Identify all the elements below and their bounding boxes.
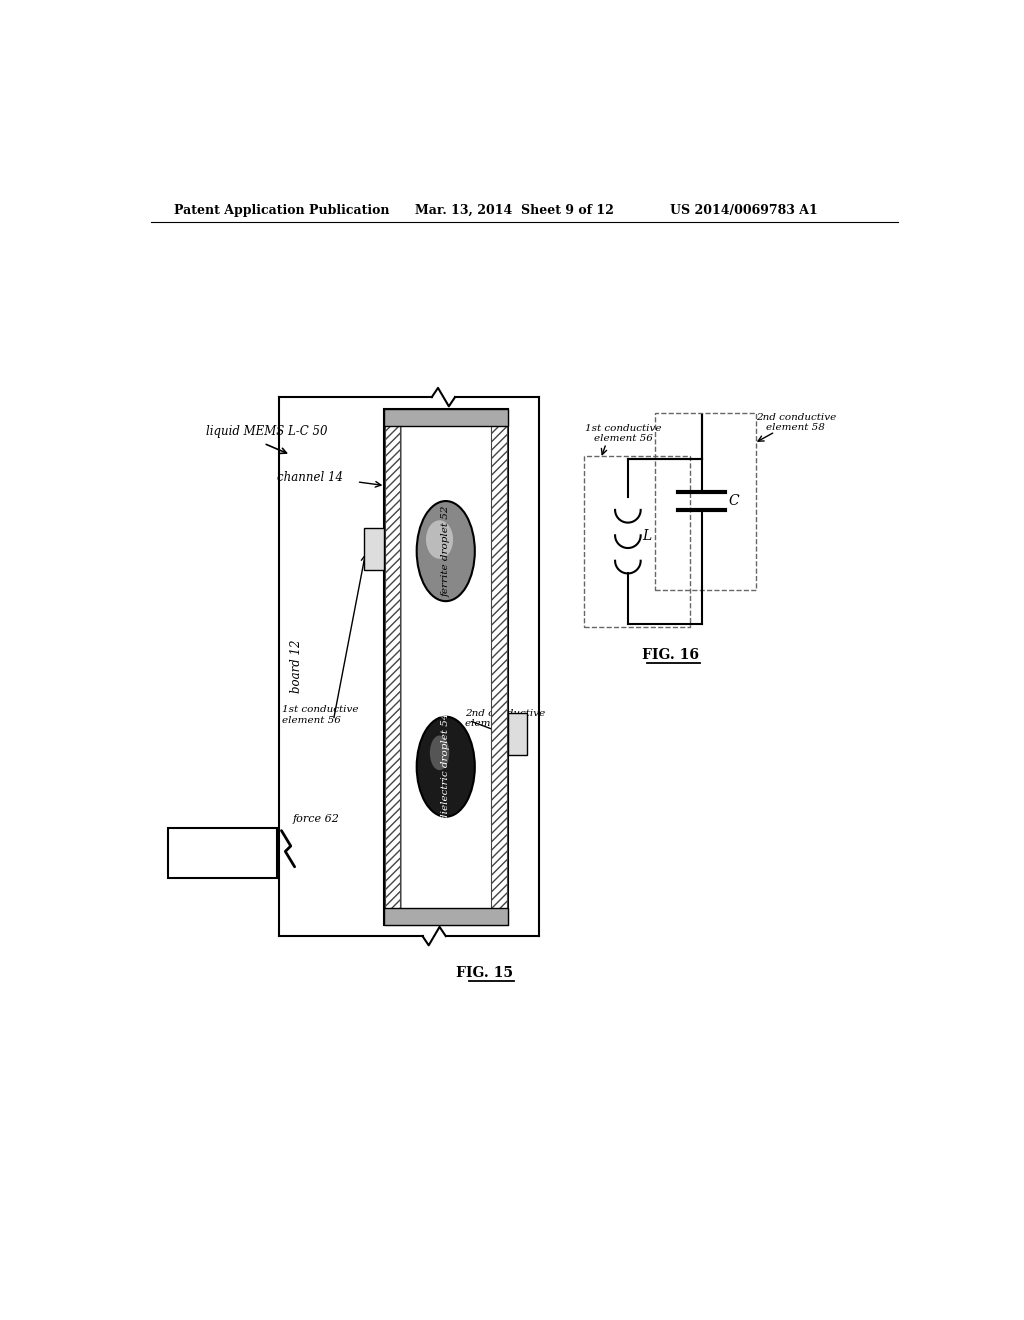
Text: Mar. 13, 2014  Sheet 9 of 12: Mar. 13, 2014 Sheet 9 of 12 xyxy=(415,205,613,218)
Ellipse shape xyxy=(417,717,475,817)
Text: Patent Application Publication: Patent Application Publication xyxy=(174,205,390,218)
Text: liquid MEMS L-C 50: liquid MEMS L-C 50 xyxy=(206,425,327,438)
Ellipse shape xyxy=(426,520,453,558)
Text: ferrite droplet 52: ferrite droplet 52 xyxy=(441,506,451,597)
Text: FIG. 16: FIG. 16 xyxy=(642,648,699,663)
Text: 2nd conductive
element 58: 2nd conductive element 58 xyxy=(465,709,546,729)
Bar xyxy=(584,457,690,627)
Bar xyxy=(168,829,276,878)
Text: channel 14: channel 14 xyxy=(278,471,343,484)
Text: board 12: board 12 xyxy=(291,640,303,693)
Text: FIG. 15: FIG. 15 xyxy=(456,966,513,979)
Bar xyxy=(492,413,507,921)
Text: US 2014/0069783 A1: US 2014/0069783 A1 xyxy=(671,205,818,218)
Text: 1st conductive
element 56: 1st conductive element 56 xyxy=(586,424,662,444)
Bar xyxy=(384,409,508,924)
Bar xyxy=(400,413,490,921)
Bar xyxy=(384,908,508,924)
Text: force module 60: force module 60 xyxy=(176,849,268,858)
Bar xyxy=(655,413,756,590)
Text: dielectric droplet 54: dielectric droplet 54 xyxy=(441,713,451,821)
Ellipse shape xyxy=(417,502,475,601)
Bar xyxy=(384,409,508,425)
Bar xyxy=(508,713,527,755)
Bar xyxy=(385,413,400,921)
Text: C: C xyxy=(729,494,739,508)
Bar xyxy=(365,528,384,570)
Ellipse shape xyxy=(430,735,450,770)
Text: force 62: force 62 xyxy=(293,814,340,824)
Text: 1st conductive
element 56: 1st conductive element 56 xyxy=(282,705,358,725)
Bar xyxy=(400,413,490,921)
Text: 2nd conductive
element 58: 2nd conductive element 58 xyxy=(756,412,836,432)
Text: L: L xyxy=(642,529,651,543)
